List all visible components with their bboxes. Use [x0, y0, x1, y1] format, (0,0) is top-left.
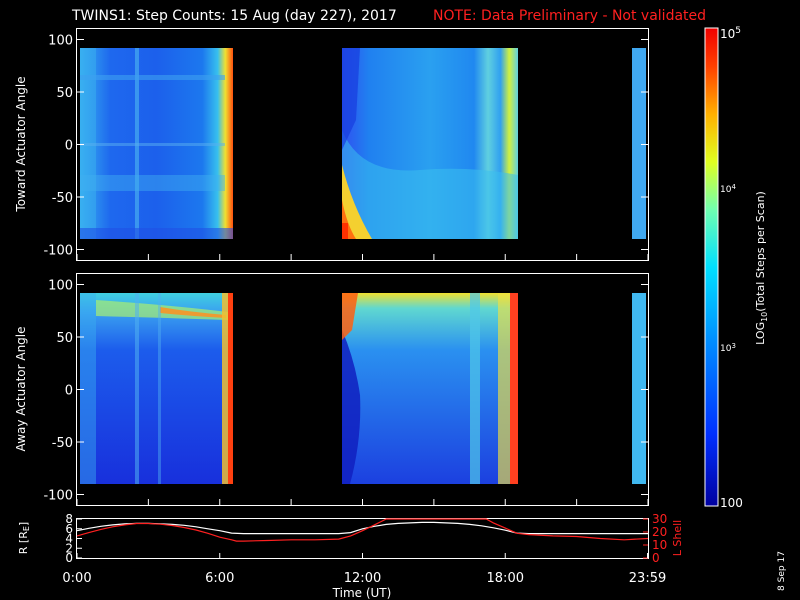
orbit-right-tick-label: 0 — [652, 551, 660, 565]
toward-heatmap-image — [80, 48, 646, 239]
toward-ytick-label: 100 — [48, 34, 73, 49]
toward-ytick-label: -100 — [43, 244, 73, 259]
orbit-lines — [76, 518, 649, 542]
orbit-left-tick-label: 2 — [65, 541, 73, 555]
time-tick-label: 6:00 — [205, 571, 234, 586]
date-stamp: 8 Sep 17 — [776, 551, 787, 591]
orbit-right-tick-label: 30 — [652, 512, 667, 526]
time-tick-label: 23:59 — [629, 571, 666, 586]
away-ytick-label: -50 — [52, 436, 73, 451]
away-ytick-label: 100 — [48, 279, 73, 294]
away-ytick-label: -100 — [43, 489, 73, 504]
toward-y-axis-label: Toward Actuator Angle — [14, 76, 28, 212]
time-tick-label: 0:00 — [62, 571, 91, 586]
orbit-left-tick-label: 6 — [65, 522, 73, 536]
time-tick-label: 18:00 — [487, 571, 524, 586]
away-heatmap-image — [80, 293, 646, 484]
colorbar-tick-100: 100 — [720, 496, 743, 510]
panel-frames — [76, 28, 649, 559]
colorbar-label: LOG10(Total Steps per Scan) — [754, 191, 769, 345]
orbit-left-tick-label: 0 — [65, 551, 73, 565]
colorbar-tick-1e4: 104 — [720, 183, 736, 195]
toward-ytick-label: 0 — [65, 139, 73, 154]
away-y-axis-label: Away Actuator Angle — [14, 326, 28, 451]
lshell-series-line — [76, 518, 649, 542]
away-ytick-label: 50 — [56, 331, 73, 346]
colorbar-tick-1e3: 103 — [720, 342, 736, 354]
x-axis-label: Time (UT) — [332, 586, 392, 600]
time-tick-label: 12:00 — [344, 571, 381, 586]
colorbar — [704, 27, 719, 507]
orbit-left-tick-label: 8 — [65, 512, 73, 526]
preliminary-note: NOTE: Data Preliminary - Not validated — [433, 8, 707, 24]
away-ytick-label: 0 — [65, 384, 73, 399]
orbit-right-tick-label: 10 — [652, 538, 667, 552]
orbit-left-axis-label: R [RE] — [17, 522, 31, 554]
toward-ytick-label: -50 — [52, 191, 73, 206]
chart-title: TWINS1: Step Counts: 15 Aug (day 227), 2… — [72, 8, 397, 24]
orbit-left-tick-label: 4 — [65, 532, 73, 546]
toward-ytick-label: 50 — [56, 86, 73, 101]
axis-ticks: -100-50050100-100-500501000246801020300:… — [43, 34, 667, 587]
colorbar-tick-1e5: 105 — [720, 26, 741, 41]
orbit-right-tick-label: 20 — [652, 525, 667, 539]
orbit-right-axis-label: L Shell — [671, 520, 684, 556]
